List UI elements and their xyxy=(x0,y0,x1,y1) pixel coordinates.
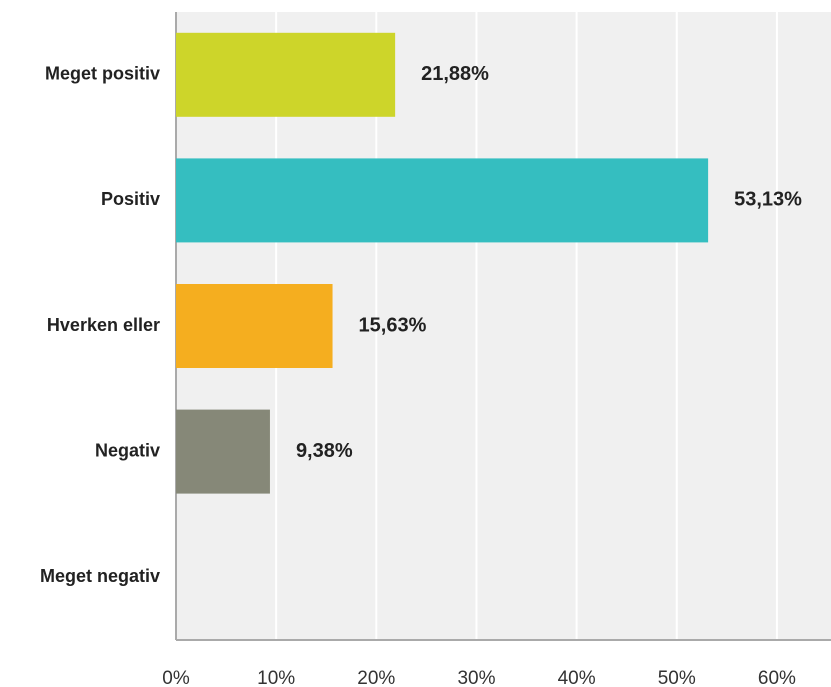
bar xyxy=(176,284,333,368)
y-tick-label: Negativ xyxy=(95,440,160,460)
value-label: 9,38% xyxy=(296,440,353,462)
value-label: 15,63% xyxy=(359,314,427,336)
x-tick-label: 20% xyxy=(357,668,395,687)
value-label: 53,13% xyxy=(734,189,802,211)
value-label: 21,88% xyxy=(421,63,489,85)
y-tick-label: Meget positiv xyxy=(45,64,160,84)
x-tick-label: 50% xyxy=(658,668,696,687)
y-tick-label: Meget negativ xyxy=(40,566,160,586)
bar xyxy=(176,409,270,494)
x-tick-label: 30% xyxy=(457,668,495,687)
x-tick-label: 60% xyxy=(758,668,796,687)
x-tick-label: 10% xyxy=(257,668,295,687)
bar xyxy=(176,32,396,117)
y-tick-label: Hverken eller xyxy=(47,315,160,335)
x-tick-label: 0% xyxy=(162,668,190,687)
x-tick-label: 40% xyxy=(558,668,596,687)
y-tick-label: Positiv xyxy=(101,189,160,209)
bar xyxy=(176,158,709,243)
